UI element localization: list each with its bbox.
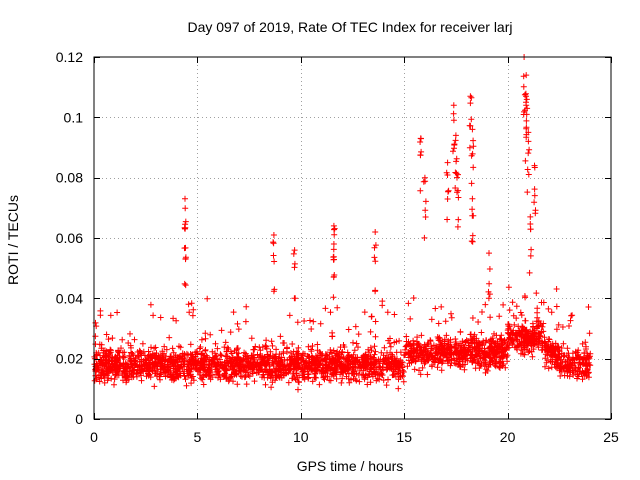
y-tick-label: 0.04 xyxy=(56,290,83,306)
data-points xyxy=(91,54,594,393)
x-tick-label: 25 xyxy=(603,429,619,445)
y-tick-label: 0.08 xyxy=(56,170,83,186)
x-tick-label: 20 xyxy=(500,429,516,445)
axis-ticks xyxy=(94,57,612,420)
x-tick-label: 10 xyxy=(293,429,309,445)
x-tick-label: 5 xyxy=(194,429,202,445)
y-tick-label: 0.02 xyxy=(56,351,83,367)
roti-points xyxy=(91,54,594,393)
y-tick-label: 0.12 xyxy=(56,49,83,65)
x-axis-label: GPS time / hours xyxy=(297,458,404,474)
x-tick-label: 0 xyxy=(90,429,98,445)
x-tick-label: 15 xyxy=(396,429,412,445)
grid-lines xyxy=(94,57,611,419)
y-tick-label: 0 xyxy=(75,411,83,427)
y-axis-label: ROTI / TECUs xyxy=(5,195,21,285)
y-tick-label: 0.06 xyxy=(56,230,83,246)
y-tick-label: 0.1 xyxy=(64,109,84,125)
chart-title: Day 097 of 2019, Rate Of TEC Index for r… xyxy=(187,19,512,35)
tick-labels: 0 5 10 15 20 25 0 0.02 0.04 0.06 0.08 0.1 0.12 xyxy=(56,49,619,445)
